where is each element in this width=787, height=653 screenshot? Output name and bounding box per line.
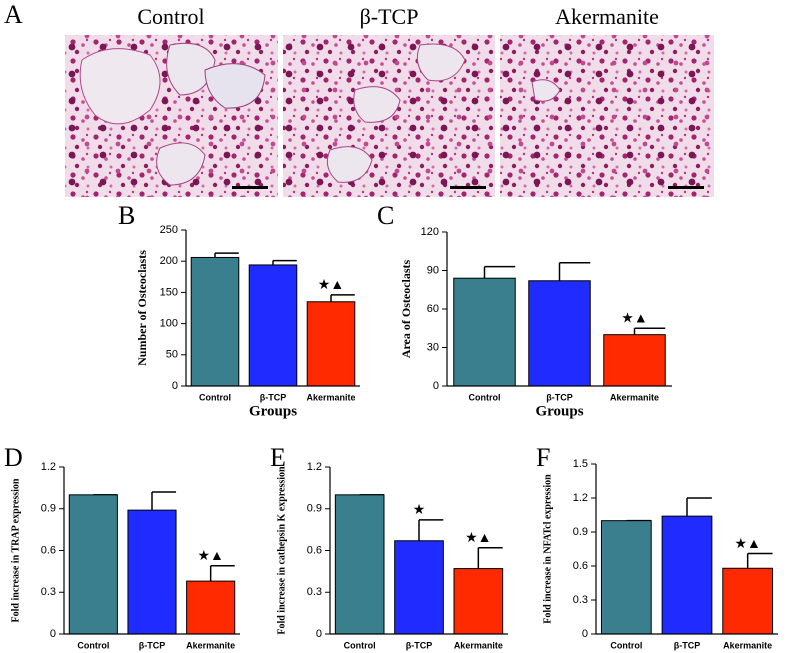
y-tick-label: 0.3 — [573, 594, 588, 606]
bar — [394, 540, 444, 635]
x-axis-label: Groups — [128, 651, 176, 653]
y-tick-label: 0 — [50, 628, 56, 640]
y-tick-label: 0.3 — [307, 586, 322, 598]
bar — [528, 280, 591, 387]
y-tick-label: 60 — [427, 303, 439, 315]
y-tick-label: 0.3 — [41, 586, 56, 598]
y-tick-label: 0.9 — [573, 526, 588, 538]
y-tick-label: 1.2 — [41, 461, 56, 473]
micrograph — [65, 35, 278, 197]
y-tick-label: 0 — [433, 380, 439, 392]
y-tick-label: 1.2 — [573, 492, 588, 504]
image-label: Akermanite — [555, 4, 659, 29]
bar — [190, 256, 240, 387]
x-tick-label: Akermanite — [454, 640, 503, 650]
x-axis-label: Groups — [663, 651, 711, 653]
y-tick-label: 0.6 — [41, 544, 56, 556]
y-tick-label: 100 — [160, 318, 178, 330]
x-tick-label: Akermanite — [723, 640, 772, 650]
x-tick-label: β-TCP — [546, 392, 573, 402]
y-tick-label: 250 — [160, 224, 178, 236]
bar — [127, 509, 177, 635]
y-tick-label: 90 — [427, 264, 439, 276]
bar — [453, 568, 504, 635]
x-tick-label: Akermanite — [610, 392, 659, 402]
image-label: Control — [137, 4, 204, 29]
y-tick-label: 0.9 — [307, 503, 322, 515]
x-tick-label: Control — [469, 392, 501, 402]
y-tick-label: 0 — [172, 380, 178, 392]
x-tick-label: Control — [344, 640, 376, 650]
x-tick-label: Control — [610, 640, 642, 650]
bar — [306, 301, 356, 387]
bar — [661, 515, 713, 635]
x-tick-label: β-TCP — [139, 640, 166, 650]
x-axis-label: Groups — [535, 403, 583, 419]
micrograph — [283, 35, 495, 197]
y-tick-label: 0 — [582, 628, 588, 640]
annotation: ★▲ — [318, 278, 344, 293]
y-tick-label: 120 — [421, 226, 439, 238]
bar — [603, 334, 666, 387]
x-tick-label: Control — [77, 640, 109, 650]
y-axis-label: Area of Osteoclasts — [399, 259, 413, 358]
y-tick-label: 0 — [316, 628, 322, 640]
x-axis-label: Groups — [249, 403, 297, 419]
x-tick-label: Akermanite — [306, 392, 355, 402]
bar — [453, 277, 516, 387]
annotation: ★▲ — [734, 537, 760, 552]
panel-label: E — [270, 443, 286, 472]
y-tick-label: 0.6 — [573, 560, 588, 572]
panel-label: B — [118, 201, 135, 230]
y-tick-label: 150 — [160, 286, 178, 298]
x-tick-label: Akermanite — [186, 640, 235, 650]
bar — [334, 494, 385, 635]
y-tick-label: 0.9 — [41, 503, 56, 515]
annotation: ★▲ — [197, 549, 223, 564]
bar — [600, 520, 652, 635]
x-tick-label: β-TCP — [674, 640, 701, 650]
panel-label: A — [4, 0, 23, 29]
bar — [722, 567, 774, 635]
y-axis-label: Fold increase in NFATcl expression — [542, 474, 553, 624]
bar — [186, 580, 236, 635]
x-tick-label: Control — [199, 392, 231, 402]
annotation: ★ — [413, 503, 426, 518]
y-axis-label: Number of Osteoclasts — [135, 250, 149, 366]
micrograph — [500, 35, 714, 197]
y-axis-label: Fold increase in TRAP expression — [10, 478, 21, 622]
y-tick-label: 200 — [160, 255, 178, 267]
y-tick-label: 0.6 — [307, 544, 322, 556]
y-tick-label: 1.5 — [573, 458, 588, 470]
bar — [248, 264, 298, 387]
x-tick-label: β-TCP — [406, 640, 433, 650]
annotation: ★▲ — [465, 531, 491, 546]
x-axis-label: Groups — [395, 651, 443, 653]
panel-label: D — [4, 443, 23, 472]
panel-label: C — [377, 201, 394, 230]
y-tick-label: 1.2 — [307, 461, 322, 473]
panel-label: F — [536, 443, 550, 472]
y-tick-label: 50 — [166, 349, 178, 361]
y-tick-label: 30 — [427, 341, 439, 353]
bar — [68, 494, 118, 635]
image-label: β-TCP — [360, 4, 419, 29]
x-tick-label: β-TCP — [260, 392, 287, 402]
annotation: ★▲ — [621, 311, 647, 326]
y-axis-label: Fold increase in cathepsin K expression — [276, 466, 287, 635]
